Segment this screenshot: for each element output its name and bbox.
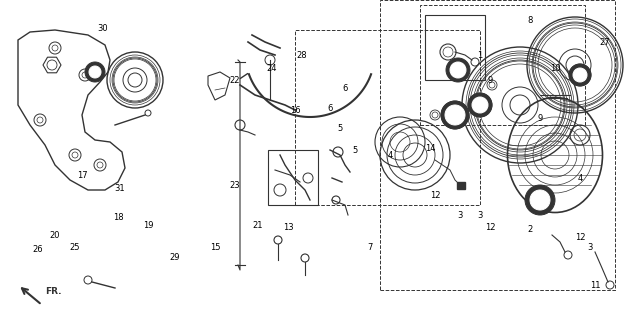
Text: 14: 14 [425, 143, 436, 153]
Text: 4: 4 [577, 173, 583, 182]
Text: 17: 17 [77, 171, 87, 180]
Text: 29: 29 [170, 253, 180, 262]
Circle shape [573, 68, 587, 82]
Circle shape [450, 62, 466, 78]
Bar [268, 150, 318, 205]
Text: 13: 13 [283, 223, 293, 233]
Circle shape [569, 64, 591, 86]
Text: 31: 31 [115, 183, 125, 193]
Text: 3: 3 [457, 211, 462, 220]
Text: 11: 11 [590, 281, 600, 290]
Text: 12: 12 [575, 234, 585, 243]
Text: 1: 1 [477, 51, 482, 60]
Text: 22: 22 [230, 76, 240, 84]
Text: 5: 5 [353, 146, 358, 155]
Text: 30: 30 [98, 23, 109, 33]
Text: 6: 6 [328, 103, 333, 113]
Text: 5: 5 [338, 124, 343, 132]
Circle shape [468, 93, 492, 117]
Text: 9: 9 [537, 114, 543, 123]
Text: 23: 23 [230, 180, 240, 189]
Circle shape [441, 101, 469, 129]
Bar [420, 5, 585, 125]
Text: 21: 21 [253, 220, 263, 229]
Text: 12: 12 [430, 190, 441, 199]
Text: 28: 28 [296, 51, 307, 60]
Text: 24: 24 [266, 63, 277, 73]
Text: 18: 18 [113, 213, 124, 222]
FancyArrowPatch shape [240, 74, 248, 78]
Text: 15: 15 [210, 244, 220, 252]
Text: 3: 3 [587, 244, 593, 252]
Bar [425, 15, 485, 80]
Circle shape [530, 190, 550, 210]
Text: 4: 4 [388, 150, 392, 159]
Circle shape [445, 105, 465, 125]
Bar [295, 30, 480, 205]
Text: 12: 12 [485, 223, 495, 233]
Text: 9: 9 [487, 76, 492, 84]
Text: 25: 25 [70, 244, 80, 252]
Text: 2: 2 [527, 226, 533, 235]
Text: 16: 16 [290, 106, 300, 115]
Circle shape [446, 58, 470, 82]
Text: 6: 6 [343, 84, 348, 92]
Text: 10: 10 [550, 63, 560, 73]
Text: 26: 26 [32, 245, 43, 254]
Bar [380, 0, 615, 290]
Text: 27: 27 [600, 37, 610, 46]
Text: 19: 19 [143, 220, 154, 229]
Text: 20: 20 [50, 230, 61, 239]
Circle shape [472, 97, 488, 113]
Circle shape [89, 66, 101, 78]
Text: 3: 3 [477, 211, 483, 220]
Text: 7: 7 [368, 244, 373, 252]
Text: 8: 8 [527, 15, 533, 25]
Circle shape [85, 62, 105, 82]
Circle shape [525, 185, 555, 215]
Bar [457, 182, 465, 189]
Text: FR.: FR. [45, 287, 62, 297]
